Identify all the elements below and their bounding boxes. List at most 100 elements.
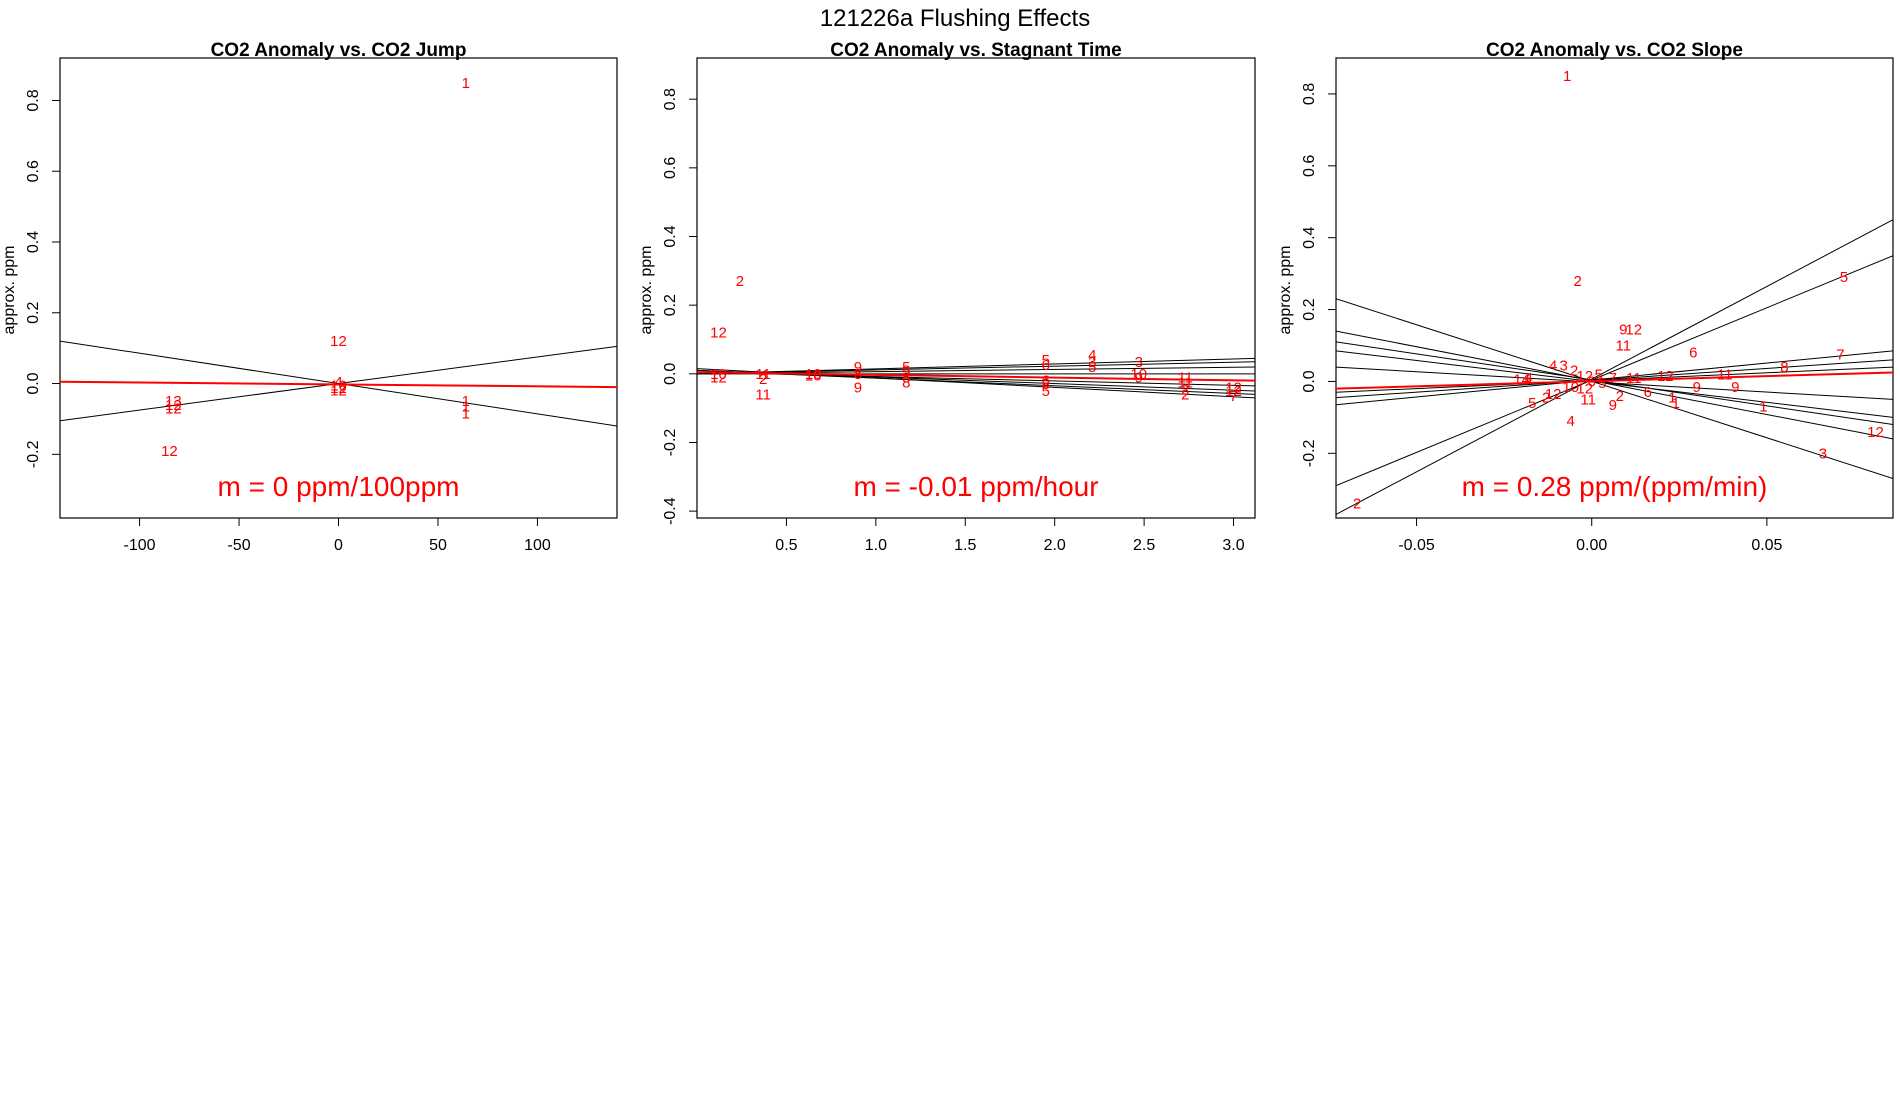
y-tick-label: 0.8	[662, 88, 679, 110]
point-label: 8	[1780, 359, 1788, 376]
x-tick-label: 1.0	[865, 537, 887, 554]
group-fit-line	[1336, 330, 1893, 440]
point-label: 12	[330, 383, 347, 400]
point-label: 12	[1576, 368, 1593, 385]
point-label: 11	[755, 366, 771, 383]
point-label: 12	[1545, 386, 1562, 403]
x-tick-label: 0.5	[775, 537, 797, 554]
group-fit-line	[1336, 298, 1893, 479]
y-tick-label: 0.6	[1301, 155, 1318, 177]
point-label: 10	[710, 366, 727, 383]
point-label: 9	[854, 359, 862, 376]
point-label: 4	[334, 374, 342, 391]
y-tick-label: 0.4	[1301, 226, 1318, 248]
panel-2: CO2 Anomaly vs. Stagnant Time approx. ppm…	[638, 40, 1256, 554]
point-label: 2	[1353, 496, 1361, 513]
point-label: 1	[1668, 390, 1676, 407]
point-label: 9	[854, 380, 862, 397]
point-label: 9	[1609, 397, 1617, 414]
group-fit-line	[697, 361, 1255, 375]
y-tick-label: 0.0	[662, 363, 679, 385]
point-label: 4	[1088, 347, 1096, 364]
y-tick-label: 0.0	[1301, 370, 1318, 392]
point-label: 6	[1689, 345, 1697, 362]
point-label: 2	[1574, 273, 1582, 290]
point-label: 2	[736, 273, 744, 290]
point-label: 3	[1819, 445, 1827, 462]
point-label: 12	[1657, 368, 1674, 385]
point-label: 7	[1229, 388, 1237, 405]
point-label: 5	[1088, 359, 1096, 376]
point-label: 9	[1731, 379, 1739, 396]
point-label: 12	[1625, 321, 1642, 338]
x-tick-label: 0	[334, 537, 343, 554]
overall-fit-line	[60, 380, 617, 389]
point-label: 12	[161, 443, 178, 460]
point-label: 9	[1619, 321, 1627, 338]
group-fit-line	[1336, 359, 1893, 399]
point-label: 10	[1562, 379, 1579, 396]
y-tick-label: 0.4	[662, 225, 679, 247]
point-label: 5	[902, 359, 910, 376]
point-label: 4	[1525, 370, 1533, 387]
point-label: 11	[1626, 370, 1642, 387]
plot-frame	[1335, 57, 1894, 519]
group-fit-line	[1336, 255, 1893, 487]
plot-frame	[59, 57, 618, 519]
point-label: 5	[902, 364, 910, 381]
point-label: 12	[165, 400, 182, 417]
point-label: 12	[1225, 383, 1242, 400]
y-tick-label: -0.2	[662, 429, 679, 457]
point-label: 13	[165, 393, 182, 410]
y-tick-label: 0.8	[25, 89, 42, 111]
slope-annotation: m = -0.01 ppm/hour	[853, 471, 1098, 502]
slope-annotation: m = 0.28 ppm/(ppm/min)	[1462, 471, 1768, 502]
fit-lines	[1336, 219, 1893, 515]
point-label: 11	[1717, 366, 1733, 383]
point-label: 5	[1598, 375, 1606, 392]
point-label: 10	[805, 368, 822, 385]
point-label: 1	[462, 75, 470, 92]
point-label: 1	[1563, 68, 1571, 85]
point-label: 8	[902, 374, 910, 391]
point-label: 8	[902, 369, 910, 386]
y-tick-label: -0.2	[25, 440, 42, 468]
x-tick-label: -50	[227, 537, 250, 554]
x-tick-label: 50	[429, 537, 447, 554]
fit-lines	[697, 357, 1255, 399]
panel-1: CO2 Anomaly vs. CO2 Jump approx. ppm -100 -…	[1, 40, 618, 554]
panel-title: CO2 Anomaly vs. CO2 Slope	[1486, 40, 1743, 61]
point-label: 11	[1615, 338, 1631, 355]
point-label: 4	[1549, 357, 1557, 374]
panel-title: CO2 Anomaly vs. Stagnant Time	[830, 40, 1121, 61]
y-tick-label: 0.4	[25, 231, 42, 253]
y-tick-label: 0.6	[662, 157, 679, 179]
y-axis-label: approx. ppm	[1277, 246, 1294, 335]
point-label: 1	[1672, 395, 1680, 412]
point-label: 2	[1181, 381, 1189, 398]
y-tick-label: -0.2	[1301, 439, 1318, 467]
point-label: 5	[1840, 269, 1848, 286]
point-label: 12	[330, 380, 347, 397]
group-fit-line	[1336, 350, 1893, 406]
x-tick-label: 3.0	[1222, 537, 1244, 554]
point-label: 9	[1693, 379, 1701, 396]
y-tick-label: 0.8	[1301, 83, 1318, 105]
plot-panels: CO2 Anomaly vs. CO2 Jump approx. ppm -100 -…	[1, 40, 1894, 554]
x-tick-label: 2.5	[1133, 537, 1155, 554]
point-label: 2	[759, 371, 767, 388]
point-label: 2	[1542, 390, 1550, 407]
point-label: 12	[165, 397, 182, 414]
point-label: 11	[1177, 369, 1193, 386]
point-label: 2	[1181, 386, 1189, 403]
fit-lines	[60, 340, 617, 427]
overall-fit-line	[697, 371, 1255, 382]
x-tick-label: 2.0	[1044, 537, 1066, 554]
point-label: 3	[1135, 354, 1143, 371]
point-label: 1	[462, 406, 470, 423]
x-tick-label: 0.00	[1576, 537, 1607, 554]
x-tick-label: -0.05	[1398, 537, 1435, 554]
point-label: 7	[1609, 370, 1617, 387]
overall-fit-line	[1336, 371, 1893, 390]
